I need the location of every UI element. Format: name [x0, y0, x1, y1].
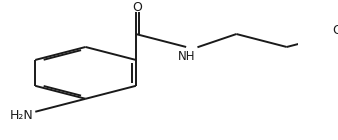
Text: O: O — [332, 24, 338, 37]
Text: O: O — [132, 1, 143, 14]
Text: NH: NH — [177, 50, 195, 63]
Text: H₂N: H₂N — [10, 108, 34, 122]
